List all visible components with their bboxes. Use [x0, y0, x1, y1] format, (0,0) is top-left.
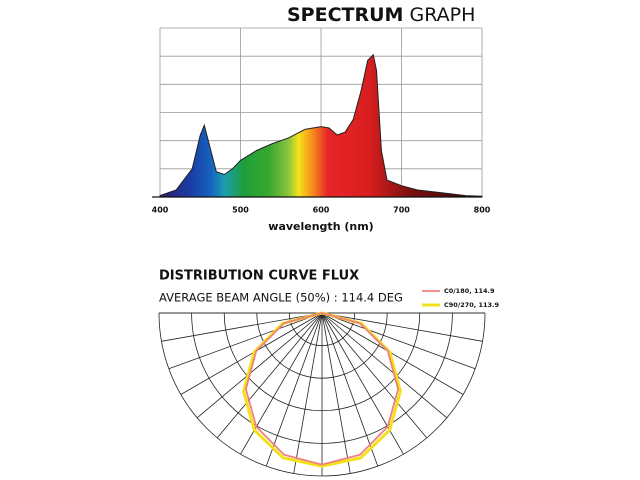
x-axis-label: wavelength (nm)	[268, 220, 373, 233]
polar-title: DISTRIBUTION CURVE FLUX	[159, 269, 359, 284]
x-tick-label: 400	[152, 206, 169, 215]
spoke	[196, 312, 323, 419]
spoke	[265, 312, 323, 467]
spoke	[321, 312, 379, 467]
x-tick-label: 600	[313, 206, 330, 215]
polar-curve	[242, 311, 402, 468]
chart-title: SPECTRUM GRAPH	[287, 4, 475, 26]
title-normal: GRAPH	[410, 4, 476, 26]
spoke	[321, 312, 428, 439]
x-tick-label: 800	[474, 206, 491, 215]
legend-label: C90/270, 113.9	[444, 301, 500, 309]
spoke	[180, 312, 323, 395]
title-bold: SPECTRUM	[287, 4, 403, 26]
x-tick-label: 700	[393, 206, 410, 215]
spoke	[321, 312, 448, 419]
spectrum-area	[159, 53, 483, 198]
spoke	[321, 312, 476, 370]
spoke	[321, 312, 464, 395]
spoke	[168, 312, 323, 370]
polar-subtitle: AVERAGE BEAM ANGLE (50%) : 114.4 DEG	[159, 291, 403, 305]
spoke	[161, 312, 323, 342]
polar-curve	[245, 312, 399, 466]
spoke	[321, 312, 483, 342]
legend-label: C0/180, 114.9	[444, 287, 495, 295]
x-tick-label: 500	[232, 206, 249, 215]
spoke	[216, 312, 323, 439]
spoke	[293, 312, 323, 474]
spoke	[321, 312, 351, 474]
